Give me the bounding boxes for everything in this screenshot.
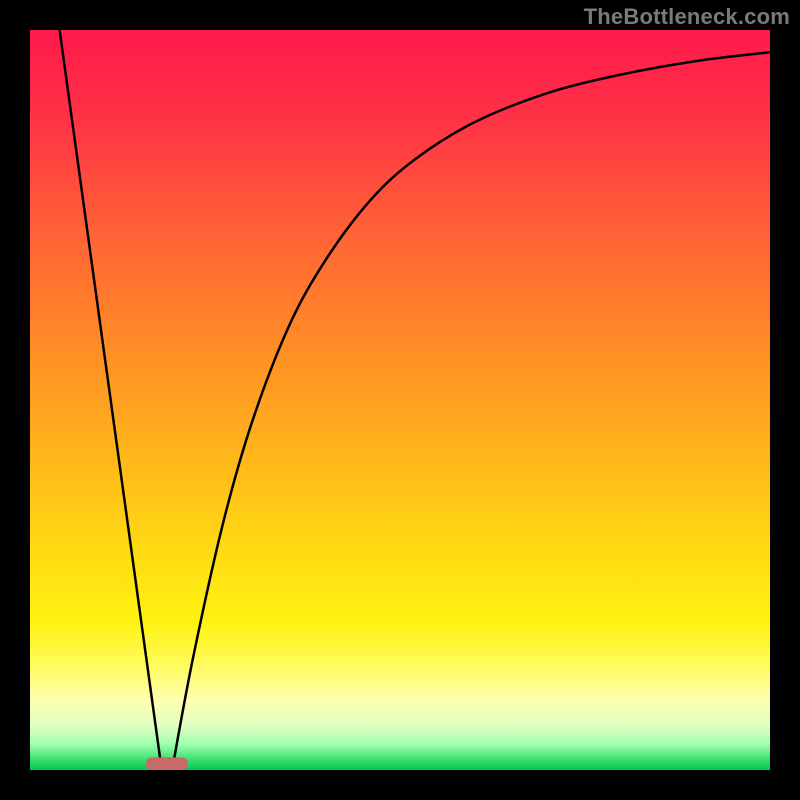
plot-svg — [30, 30, 770, 770]
pit-marker — [146, 757, 188, 770]
watermark-text: TheBottleneck.com — [584, 4, 790, 30]
chart-frame: TheBottleneck.com — [0, 0, 800, 800]
gradient-background — [30, 30, 770, 770]
plot-area — [30, 30, 770, 770]
